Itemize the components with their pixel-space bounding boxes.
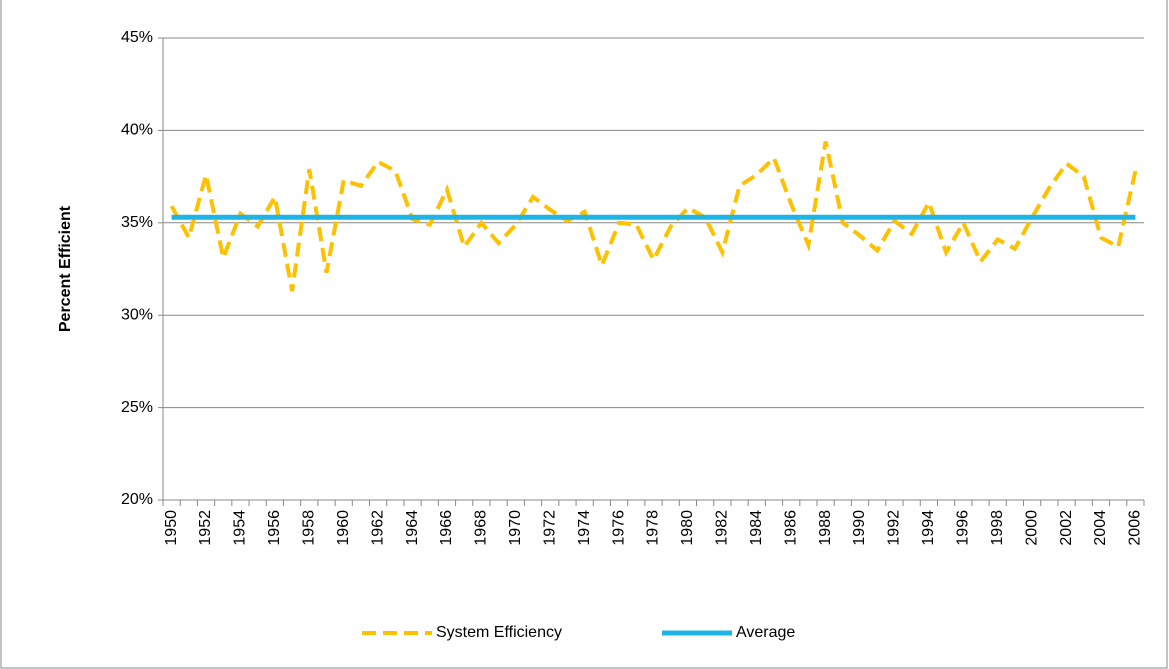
y-tick-label: 40%: [121, 122, 153, 139]
x-tick-label: 1976: [610, 510, 627, 546]
y-tick-label: 20%: [121, 491, 153, 508]
legend-label: System Efficiency: [436, 624, 562, 641]
x-tick-label: 2004: [1092, 510, 1109, 546]
x-tick-label: 1990: [851, 510, 868, 546]
x-tick-label: 1968: [473, 510, 490, 546]
x-tick-label: 1950: [163, 510, 180, 546]
x-tick-label: 1986: [782, 510, 799, 546]
x-tick-label: 1998: [989, 510, 1006, 546]
x-tick-label: 1952: [197, 510, 214, 546]
y-tick-label: 35%: [121, 214, 153, 231]
x-tick-label: 1980: [679, 510, 696, 546]
x-tick-label: 2000: [1023, 510, 1040, 546]
y-tick-label: 25%: [121, 399, 153, 416]
x-tick-label: 1988: [817, 510, 834, 546]
x-tick-label: 2002: [1058, 510, 1075, 546]
x-tick-label: 1972: [541, 510, 558, 546]
data-line: [169, 141, 1138, 292]
x-tick-label: 1962: [369, 510, 386, 546]
x-tick-label: 1978: [645, 510, 662, 546]
y-tick-label: 30%: [121, 306, 153, 323]
x-tick-label: 1994: [920, 510, 937, 546]
x-tick-label: 1970: [507, 510, 524, 546]
x-tick-label: 1954: [232, 510, 249, 546]
x-tick-label: 1974: [576, 510, 593, 546]
y-axis-label: Percent Efficient: [57, 205, 74, 332]
x-tick-label: 1960: [335, 510, 352, 546]
x-tick-label: 2006: [1127, 510, 1144, 546]
x-tick-label: 1964: [404, 510, 421, 546]
x-tick-label: 1956: [266, 510, 283, 546]
y-tick-label: 45%: [121, 29, 153, 46]
x-tick-label: 1996: [955, 510, 972, 546]
x-tick-label: 1984: [748, 510, 765, 546]
legend-label: Average: [736, 624, 795, 641]
x-tick-label: 1958: [301, 510, 318, 546]
x-tick-label: 1982: [714, 510, 731, 546]
x-tick-label: 1966: [438, 510, 455, 546]
x-tick-label: 1992: [886, 510, 903, 546]
